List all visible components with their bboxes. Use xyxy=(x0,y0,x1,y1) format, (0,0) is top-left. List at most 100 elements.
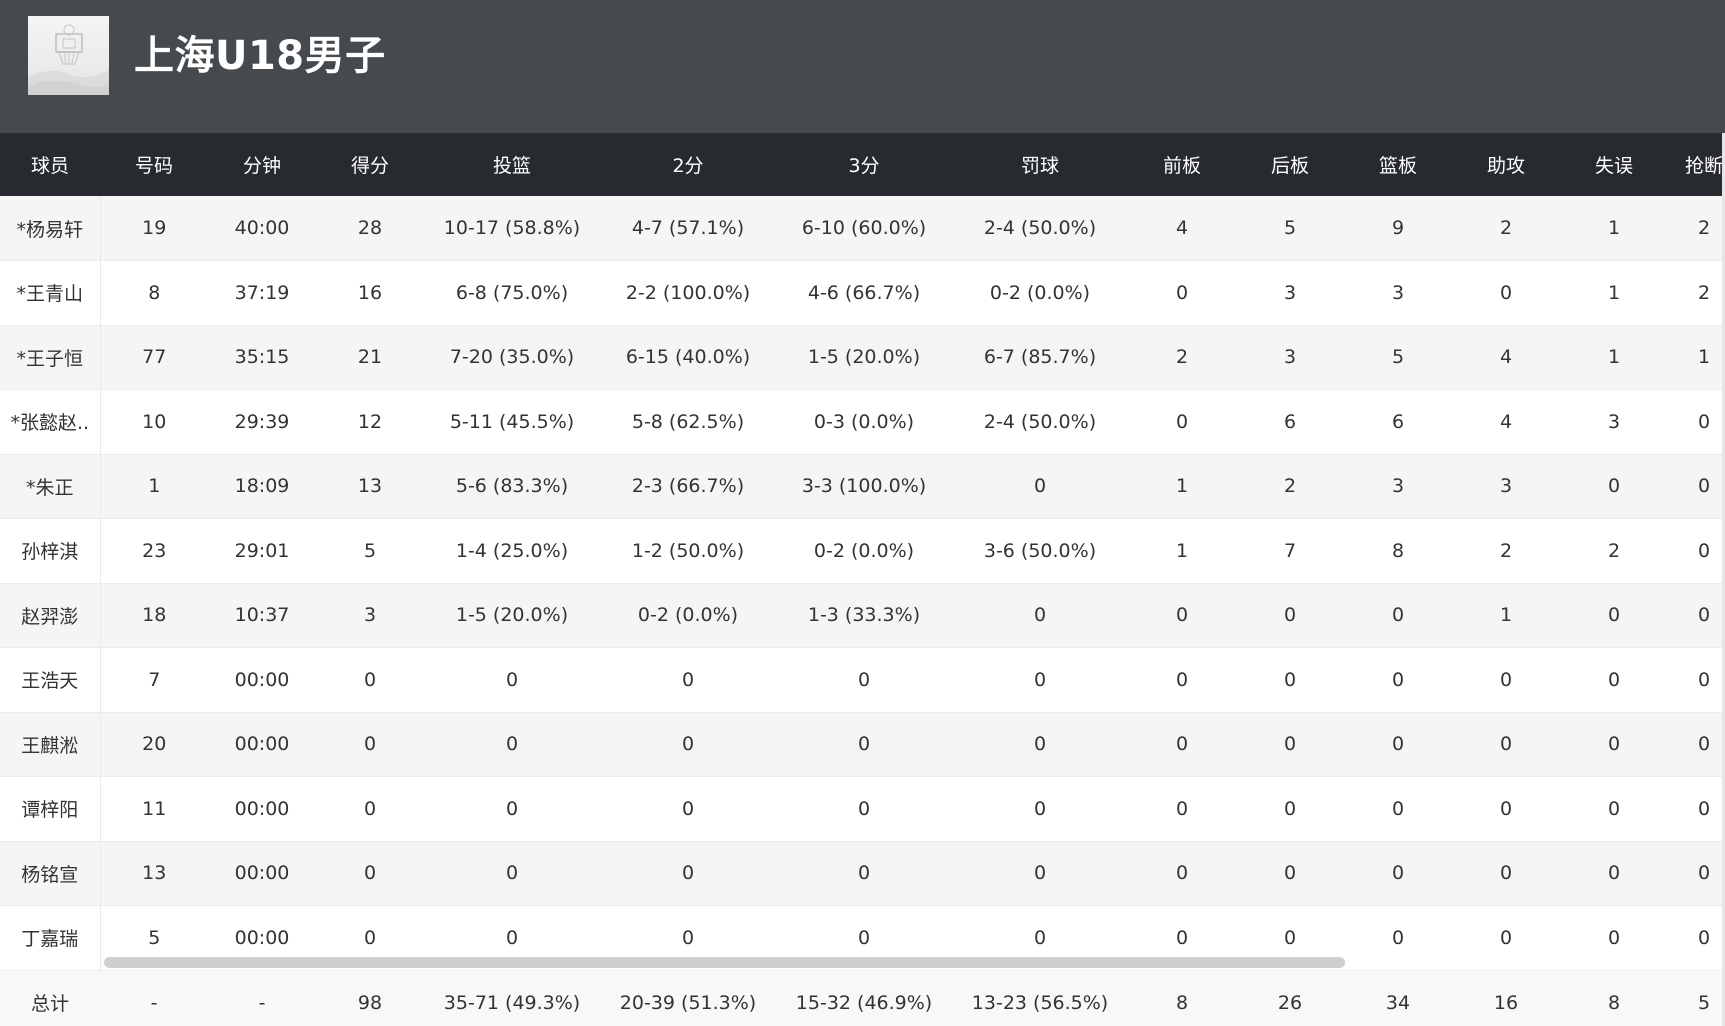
stat-cell: 5 xyxy=(1344,325,1452,390)
stat-cell: 0 xyxy=(776,776,952,842)
column-header[interactable]: 篮板 xyxy=(1378,155,1417,177)
player-stats-table: 球员 号码 分钟 得分 投篮 2分 3分 罚球 前板 后板 篮板 助攻 失误 抢断 *杨易轩 19 40:00… xyxy=(0,133,1725,1026)
player-name[interactable]: 赵羿澎 xyxy=(0,583,101,648)
stat-cell: 6-10 (60.0%) xyxy=(776,196,952,261)
horizontal-scrollbar[interactable] xyxy=(104,957,1345,968)
total-cell: 13-23 (56.5%) xyxy=(971,991,1109,1014)
player-name[interactable]: 王麒淞 xyxy=(0,712,101,777)
stat-cell: 0 xyxy=(1128,583,1236,648)
column-header[interactable]: 前板 xyxy=(1162,155,1201,177)
column-header[interactable]: 号码 xyxy=(134,155,173,177)
player-name[interactable]: 孙梓淇 xyxy=(0,518,101,584)
stat-cell: 0 xyxy=(1668,389,1725,455)
player-name[interactable]: *张懿赵.. xyxy=(0,389,101,455)
total-cell: 8 xyxy=(1607,991,1621,1014)
total-cell: - xyxy=(258,991,266,1014)
stat-cell: 2 xyxy=(1452,196,1560,261)
stat-cell: 3 xyxy=(1344,260,1452,326)
stat-cell: 1 xyxy=(1452,583,1560,648)
stat-cell: 0 xyxy=(316,841,424,906)
table-row: *王青山 8 37:19 16 6-8 (75.0%) 2-2 (100.0%) 4-6 (… xyxy=(0,260,1725,326)
table-row: *杨易轩 19 40:00 28 10-17 (58.8%) 4-7 (57.1%) 6-1… xyxy=(0,196,1725,261)
column-header[interactable]: 2分 xyxy=(672,155,704,177)
stat-cell: 0 xyxy=(952,454,1128,519)
column-header[interactable]: 分钟 xyxy=(242,155,281,177)
column-header[interactable]: 后板 xyxy=(1270,155,1309,177)
column-header[interactable]: 得分 xyxy=(350,155,389,177)
stat-cell: 7-20 (35.0%) xyxy=(424,325,600,390)
player-name[interactable]: 杨铭宣 xyxy=(0,841,101,906)
stat-cell: 1 xyxy=(1560,325,1668,390)
player-name[interactable]: 丁嘉瑞 xyxy=(0,905,101,971)
stat-cell: 0 xyxy=(1668,712,1725,777)
stat-cell: 29:01 xyxy=(208,518,316,584)
column-header[interactable]: 投篮 xyxy=(492,155,531,177)
totals-row: 总计 - - 98 35-71 (49.3%) 20-39 (51.3%) 15-32 (4… xyxy=(0,970,1725,1026)
stat-cell: 3 xyxy=(1452,454,1560,519)
column-header[interactable]: 助攻 xyxy=(1486,155,1525,177)
stat-cell: 3-3 (100.0%) xyxy=(776,454,952,519)
total-cell: 5 xyxy=(1697,991,1711,1014)
stat-cell: 0 xyxy=(952,647,1128,713)
stat-cell: 2 xyxy=(1236,454,1344,519)
stat-cell: 1 xyxy=(1560,196,1668,261)
player-name[interactable]: *杨易轩 xyxy=(0,196,101,261)
stat-cell: 5-11 (45.5%) xyxy=(424,389,600,455)
stat-cell: 0-2 (0.0%) xyxy=(600,583,776,648)
stat-cell: 6-7 (85.7%) xyxy=(952,325,1128,390)
stat-cell: 0 xyxy=(1560,841,1668,906)
stat-cell: 0 xyxy=(1452,776,1560,842)
column-header[interactable]: 抢断 xyxy=(1684,155,1723,177)
stat-cell: 5 xyxy=(316,518,424,584)
stat-cell: 0 xyxy=(1560,583,1668,648)
stat-cell: 21 xyxy=(316,325,424,390)
player-name[interactable]: 谭梓阳 xyxy=(0,776,101,842)
stats-table-container[interactable]: 球员 号码 分钟 得分 投篮 2分 3分 罚球 前板 后板 篮板 助攻 失误 抢断 *杨易轩 19 40:00… xyxy=(0,133,1725,1026)
column-header[interactable]: 失误 xyxy=(1594,155,1633,177)
stat-cell: 0 xyxy=(1560,454,1668,519)
column-header[interactable]: 3分 xyxy=(848,155,880,177)
stat-cell: 0 xyxy=(1452,905,1560,971)
stat-cell: 0 xyxy=(952,776,1128,842)
stat-cell: 16 xyxy=(316,260,424,326)
stat-cell: 6 xyxy=(1236,389,1344,455)
player-name[interactable]: *王子恒 xyxy=(0,325,101,390)
stat-cell: 6-15 (40.0%) xyxy=(600,325,776,390)
player-name[interactable]: 王浩天 xyxy=(0,647,101,713)
stat-cell: 0 xyxy=(316,776,424,842)
column-header[interactable]: 罚球 xyxy=(1020,155,1059,177)
stat-cell: 1 xyxy=(100,454,208,519)
stat-cell: 0 xyxy=(1344,647,1452,713)
stat-cell: 00:00 xyxy=(208,776,316,842)
stat-cell: 29:39 xyxy=(208,389,316,455)
column-header[interactable]: 球员 xyxy=(30,155,69,177)
total-cell: 35-71 (49.3%) xyxy=(443,991,581,1014)
stat-cell: 4-7 (57.1%) xyxy=(600,196,776,261)
table-body: *杨易轩 19 40:00 28 10-17 (58.8%) 4-7 (57.1%) 6-1… xyxy=(0,196,1725,971)
stat-cell: 4 xyxy=(1452,389,1560,455)
stat-cell: 3-6 (50.0%) xyxy=(952,518,1128,584)
stat-cell: 0 xyxy=(1560,647,1668,713)
team-name: 上海U18男子 xyxy=(134,33,386,79)
player-name[interactable]: *王青山 xyxy=(0,260,101,326)
stat-cell: 77 xyxy=(100,325,208,390)
stat-cell: 8 xyxy=(1344,518,1452,584)
stat-cell: 7 xyxy=(1236,518,1344,584)
table-row: 孙梓淇 23 29:01 5 1-4 (25.0%) 1-2 (50.0%) 0-2 (0.… xyxy=(0,518,1725,584)
stat-cell: 1 xyxy=(1668,325,1725,390)
stat-cell: 00:00 xyxy=(208,712,316,777)
team-logo xyxy=(28,16,109,95)
stat-cell: 2-4 (50.0%) xyxy=(952,196,1128,261)
stat-cell: 00:00 xyxy=(208,647,316,713)
total-cell: 26 xyxy=(1277,991,1303,1014)
stat-cell: 0 xyxy=(1560,905,1668,971)
total-cell: 16 xyxy=(1493,991,1519,1014)
table-row: 赵羿澎 18 10:37 3 1-5 (20.0%) 0-2 (0.0%) 1-3 (33.… xyxy=(0,583,1725,648)
stat-cell: 0 xyxy=(1668,776,1725,842)
stat-cell: 1-3 (33.3%) xyxy=(776,583,952,648)
stat-cell: 13 xyxy=(316,454,424,519)
player-name[interactable]: *朱正 xyxy=(0,454,101,519)
stat-cell: 0 xyxy=(1236,583,1344,648)
stat-cell: 1 xyxy=(1128,518,1236,584)
stat-cell: 3 xyxy=(1236,260,1344,326)
